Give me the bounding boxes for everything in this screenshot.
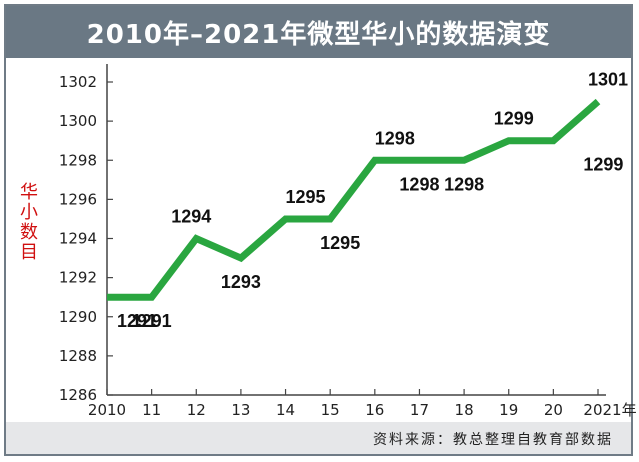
data-label: 1293 xyxy=(221,272,261,292)
y-tick-label: 1296 xyxy=(59,190,97,208)
series-line xyxy=(107,98,601,301)
x-tick-label: 20 xyxy=(544,401,563,419)
x-tick-label: 12 xyxy=(187,401,206,419)
y-tick-label: 1300 xyxy=(59,112,97,130)
data-label: 1291 xyxy=(117,311,157,331)
data-label: 1298 xyxy=(444,174,484,194)
source-bar: 资料来源：教总整理自教育部数据 xyxy=(6,422,631,454)
x-tick-label: 13 xyxy=(231,401,250,419)
data-label: 1299 xyxy=(494,109,534,129)
data-label: 1298 xyxy=(399,174,439,194)
x-tick-label: 18 xyxy=(455,401,474,419)
data-label: 1294 xyxy=(171,207,211,227)
chart-title: 2010年–2021年微型华小的数据演变 xyxy=(86,19,551,50)
x-tick-label: 15 xyxy=(321,401,340,419)
y-tick-label: 1290 xyxy=(59,308,97,326)
x-tick-label: 11 xyxy=(142,401,161,419)
x-tick-label: 19 xyxy=(499,401,518,419)
y-tick-label: 1294 xyxy=(59,230,97,248)
x-tick-label: 2010 xyxy=(88,401,126,419)
data-label: 1295 xyxy=(286,187,326,207)
data-label: 1295 xyxy=(320,233,360,253)
axes: 1286 1288 1290 1292 1294 1296 1298 1300 1302 2010… xyxy=(59,64,637,419)
x-tick-label: 16 xyxy=(365,401,384,419)
data-label: 1298 xyxy=(375,128,415,148)
y-tick-label: 1298 xyxy=(59,151,97,169)
x-tick-label: 2021年 xyxy=(583,401,636,419)
y-tick-label: 1286 xyxy=(59,386,97,404)
x-tick-label: 14 xyxy=(276,401,295,419)
chart-frame: 2010年–2021年微型华小的数据演变 资料来源：教总整理自教育部数据 xyxy=(4,4,633,456)
data-label: 1299 xyxy=(583,155,623,175)
y-tick-label: 1292 xyxy=(59,269,97,287)
y-tick-label: 1302 xyxy=(59,73,97,91)
source-note: 资料来源：教总整理自教育部数据 xyxy=(373,432,613,448)
y-tick-label: 1288 xyxy=(59,347,97,365)
data-label: 1291 xyxy=(132,311,172,331)
y-axis-label: 华小数目 xyxy=(17,182,38,262)
x-tick-label: 17 xyxy=(410,401,429,419)
title-bar: 2010年–2021年微型华小的数据演变 xyxy=(6,6,631,58)
series-layer xyxy=(106,98,601,301)
data-label: 1301 xyxy=(588,70,628,90)
